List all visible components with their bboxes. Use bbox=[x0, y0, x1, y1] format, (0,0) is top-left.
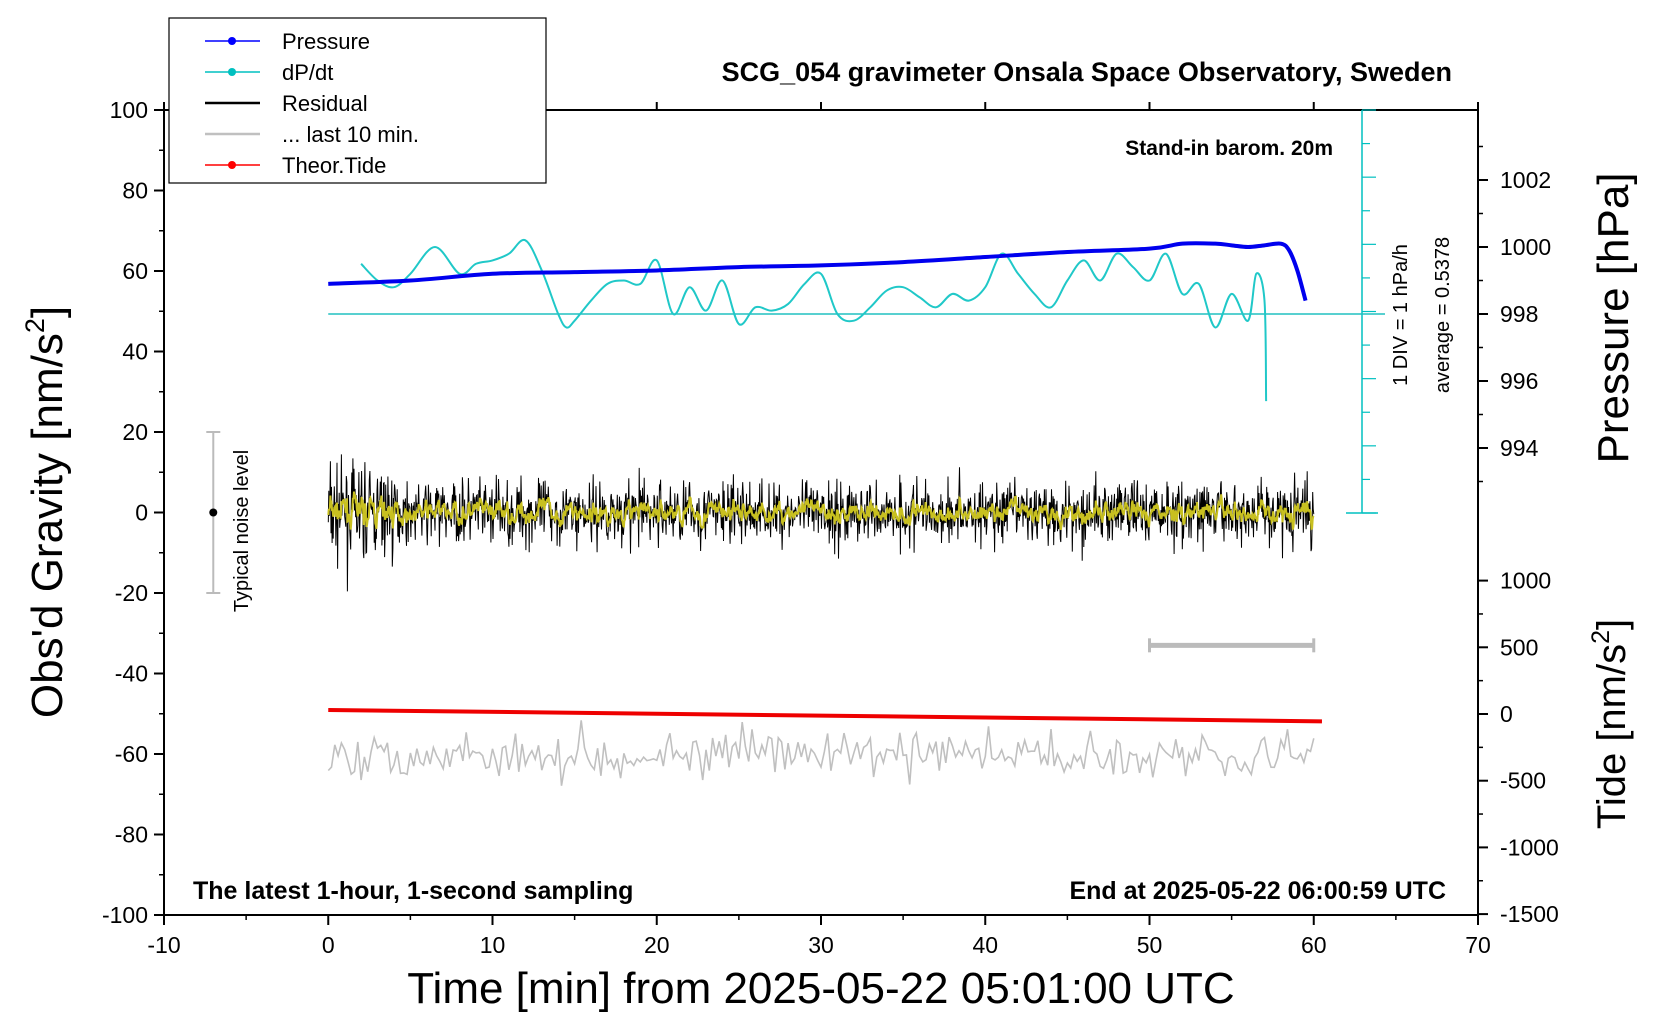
legend-box bbox=[168, 17, 547, 184]
noise-level-label: Typical noise level bbox=[231, 450, 253, 612]
x-tick-label: 50 bbox=[1137, 932, 1163, 958]
legend: Pressure dP/dt Residual ... last 10 min. The… bbox=[168, 17, 547, 184]
x-tick-label: -10 bbox=[147, 932, 180, 958]
tide-tick-label: -500 bbox=[1500, 768, 1546, 794]
y-tick-label: -80 bbox=[115, 822, 148, 848]
y-axis-label-sup: 2 bbox=[20, 318, 50, 333]
dpdt-div-scale bbox=[1346, 109, 1378, 514]
pressure-axis-label: Pressure [hPa] bbox=[1589, 172, 1638, 463]
y-tick-label: 80 bbox=[122, 178, 148, 204]
x-tick-label: 0 bbox=[322, 932, 335, 958]
y-tick-label: -20 bbox=[115, 580, 148, 606]
last-10-min-line bbox=[327, 720, 1315, 786]
x-tick-label: 60 bbox=[1301, 932, 1327, 958]
x-tick-label: 20 bbox=[644, 932, 670, 958]
bottom-left-note: The latest 1-hour, 1-second sampling bbox=[193, 877, 633, 905]
y-tick-label: 60 bbox=[122, 258, 148, 284]
pressure-axis-ticks: 994 996 998 1000 1002 bbox=[1478, 145, 1551, 483]
tide-tick-label: 500 bbox=[1500, 634, 1538, 660]
tide-tick-label: -1500 bbox=[1500, 901, 1559, 927]
x-tick-label: 30 bbox=[808, 932, 834, 958]
y-tick-label: 100 bbox=[110, 97, 148, 123]
x-axis-label: Time [min] from 2025-05-22 05:01:00 UTC bbox=[407, 964, 1234, 1013]
y-axis-label-end: ] bbox=[23, 306, 72, 318]
legend-label: Pressure bbox=[282, 29, 370, 54]
legend-marker bbox=[228, 68, 236, 76]
y-axis-ticks: -100 -80 -60 -40 -20 0 20 40 60 80 100 bbox=[102, 97, 164, 928]
tide-line bbox=[328, 707, 1322, 724]
pressure-tick-label: 1002 bbox=[1500, 167, 1551, 193]
y-tick-label: 20 bbox=[122, 419, 148, 445]
legend-marker bbox=[228, 161, 236, 169]
y-tick-label: 0 bbox=[135, 500, 148, 526]
bottom-right-note: End at 2025-05-22 06:00:59 UTC bbox=[1069, 877, 1446, 905]
legend-label: dP/dt bbox=[282, 60, 333, 85]
legend-label: Theor.Tide bbox=[282, 153, 386, 178]
tide-tick-label: 0 bbox=[1500, 701, 1513, 727]
div-note: 1 DIV = 1 hPa/h bbox=[1390, 244, 1412, 386]
tide-tick-label: -1000 bbox=[1500, 834, 1559, 860]
legend-label: Residual bbox=[282, 91, 368, 116]
dpdt-line bbox=[360, 238, 1268, 402]
y-tick-label: -60 bbox=[115, 741, 148, 767]
x-tick-label: 10 bbox=[480, 932, 506, 958]
tide-axis-label: Tide [nm/s2] bbox=[1587, 619, 1634, 829]
noise-bar-center bbox=[209, 508, 218, 517]
y-tick-label: -40 bbox=[115, 661, 148, 687]
chart-title: SCG_054 gravimeter Onsala Space Observat… bbox=[722, 57, 1452, 87]
tide-axis-label-main: Tide [nm/s bbox=[1590, 644, 1634, 829]
x-tick-label: 40 bbox=[972, 932, 998, 958]
pressure-tick-label: 1000 bbox=[1500, 234, 1551, 260]
legend-label: ... last 10 min. bbox=[282, 122, 419, 147]
tide-axis-label-end: ] bbox=[1590, 619, 1634, 630]
legend-marker bbox=[228, 37, 236, 45]
y-tick-label: 40 bbox=[122, 339, 148, 365]
residual-smoothed-line bbox=[327, 491, 1315, 531]
tide-axis-ticks: -1500 -1000 -500 0 500 1000 bbox=[1478, 568, 1559, 927]
tide-axis-label-sup: 2 bbox=[1587, 630, 1615, 644]
series-layer bbox=[206, 238, 1385, 786]
y-tick-label: -100 bbox=[102, 902, 148, 928]
average-note: average = 0.5378 bbox=[1432, 237, 1454, 393]
x-tick-label: 70 bbox=[1465, 932, 1491, 958]
pressure-line bbox=[328, 241, 1308, 302]
pressure-tick-label: 998 bbox=[1500, 301, 1538, 327]
barometer-note: Stand-in barom. 20m bbox=[1125, 137, 1333, 160]
pressure-tick-label: 994 bbox=[1500, 435, 1539, 461]
y-axis-label: Obs'd Gravity [nm/s2] bbox=[20, 306, 72, 718]
tide-tick-label: 1000 bbox=[1500, 568, 1551, 594]
pressure-tick-label: 996 bbox=[1500, 368, 1538, 394]
y-axis-label-main: Obs'd Gravity [nm/s bbox=[23, 333, 72, 718]
residual-line bbox=[327, 454, 1315, 592]
x-axis-ticks: -10 0 10 20 30 40 50 60 70 bbox=[147, 102, 1491, 958]
